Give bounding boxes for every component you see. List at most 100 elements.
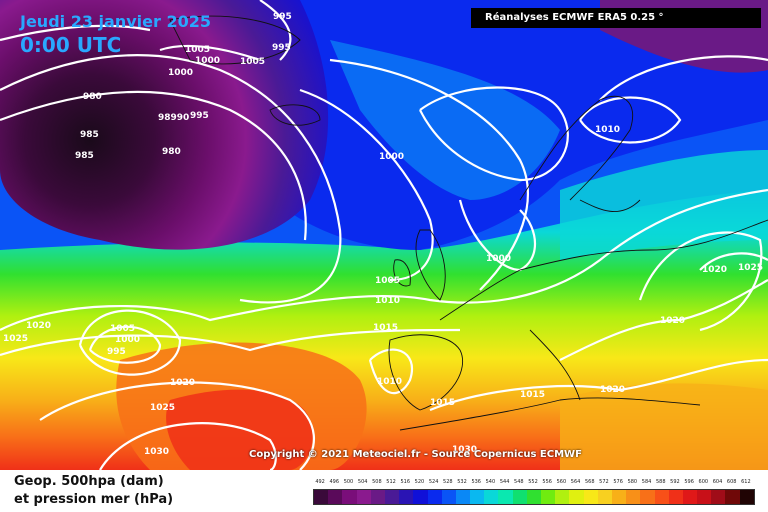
scale-swatch bbox=[541, 490, 556, 504]
subtropical-core bbox=[166, 389, 313, 470]
isobar-label: 1005 bbox=[240, 57, 265, 67]
coastline-iberia bbox=[388, 334, 464, 411]
isobar-line bbox=[0, 54, 342, 304]
isobar-label: 1020 bbox=[170, 378, 195, 388]
isobar-line bbox=[99, 422, 277, 470]
isobar-label: 995 bbox=[190, 111, 209, 121]
caption-pressure: et pression mer (hPa) bbox=[14, 492, 174, 507]
scale-swatch bbox=[626, 490, 641, 504]
isobar-label: 1020 bbox=[600, 385, 625, 395]
isobar-label: 985 bbox=[75, 151, 94, 161]
isobar-line bbox=[39, 381, 315, 470]
scale-label: 548 bbox=[514, 479, 524, 485]
scale-label: 588 bbox=[655, 479, 666, 485]
color-scale-labels: 492 496 500 504 508 512 516 520 524 528 532 536 540 5… bbox=[313, 479, 753, 488]
coastline-scandinavia bbox=[519, 95, 634, 201]
scale-label: 580 bbox=[627, 479, 638, 485]
isobar-label: 1000 bbox=[195, 56, 220, 66]
scale-label: 568 bbox=[584, 479, 595, 485]
scale-label: 544 bbox=[499, 479, 510, 485]
source-banner: Réanalyses ECMWF ERA5 0.25 ° bbox=[471, 8, 761, 28]
isobar-line bbox=[638, 231, 763, 332]
isobar-line bbox=[429, 358, 768, 412]
legend-footer: Geop. 500hpa (dam) et pression mer (hPa)… bbox=[0, 470, 768, 512]
scale-label: 604 bbox=[712, 479, 723, 485]
scale-swatch bbox=[611, 490, 627, 504]
scale-swatch bbox=[356, 490, 371, 504]
scale-label: 608 bbox=[726, 479, 737, 485]
scale-label: 496 bbox=[329, 479, 340, 485]
isobar-label: 1030 bbox=[452, 445, 477, 455]
isobar-line bbox=[329, 58, 529, 291]
scale-label: 524 bbox=[428, 479, 439, 485]
isobar-label: 1005 bbox=[185, 45, 210, 55]
scale-swatch bbox=[399, 490, 414, 504]
isobar-label: 995 bbox=[272, 43, 291, 53]
isobar-label: 1015 bbox=[430, 398, 455, 408]
isobar-label: 1025 bbox=[738, 263, 763, 273]
scale-label: 576 bbox=[613, 479, 623, 485]
isobar-label: 1030 bbox=[144, 447, 169, 457]
isobar-line bbox=[0, 24, 151, 42]
scale-swatch bbox=[697, 490, 712, 504]
scale-swatch bbox=[583, 490, 598, 504]
isobar-line bbox=[259, 0, 292, 61]
isobar-label: 98990 bbox=[158, 113, 189, 123]
coastlines bbox=[169, 15, 768, 431]
isobars bbox=[0, 0, 768, 470]
isobar-line bbox=[559, 279, 768, 361]
scale-swatch bbox=[597, 490, 612, 504]
coastline-baltic bbox=[579, 199, 641, 212]
scale-swatch bbox=[413, 490, 428, 504]
scale-swatch bbox=[668, 490, 683, 504]
isobar-label: 1000 bbox=[168, 68, 193, 78]
isobar-label: 980 bbox=[83, 92, 102, 102]
scale-label: 504 bbox=[357, 479, 368, 485]
scale-label: 540 bbox=[485, 479, 496, 485]
isobar-label: 1020 bbox=[702, 265, 727, 275]
scale-label: 508 bbox=[372, 479, 382, 485]
scale-label: 592 bbox=[670, 479, 680, 485]
isobar-line bbox=[419, 86, 569, 182]
scale-swatch bbox=[526, 490, 541, 504]
scale-label: 536 bbox=[471, 479, 481, 485]
scale-label: 552 bbox=[528, 479, 538, 485]
scale-swatch bbox=[682, 490, 698, 504]
scale-label: 500 bbox=[343, 479, 354, 485]
scale-swatch bbox=[498, 490, 513, 504]
scale-swatch bbox=[455, 490, 471, 504]
isobar-label: 985 bbox=[80, 130, 99, 140]
coastline-ireland bbox=[393, 259, 411, 287]
isobar-label: 995 bbox=[107, 347, 126, 357]
scale-label: 492 bbox=[315, 479, 325, 485]
scale-label: 612 bbox=[741, 479, 751, 485]
isobar-label: 1000 bbox=[115, 335, 140, 345]
north-trough bbox=[330, 40, 560, 200]
map-date: Jeudi 23 janvier 2025 bbox=[20, 12, 211, 31]
isobar-label: 1005 bbox=[110, 324, 135, 334]
isobar-label: 1010 bbox=[375, 296, 400, 306]
geopotential-map: 995 1005 995 1000 1005 1000 980 985 985 … bbox=[0, 0, 768, 470]
scale-swatch bbox=[427, 490, 442, 504]
coastline-iceland bbox=[269, 104, 321, 126]
coastline-europe bbox=[439, 219, 768, 321]
scale-label: 596 bbox=[684, 479, 694, 485]
scale-label: 600 bbox=[698, 479, 709, 485]
scale-swatch bbox=[314, 490, 329, 504]
isobar-label: 1000 bbox=[486, 254, 511, 264]
coastline-british-isles bbox=[415, 229, 446, 301]
scale-swatch bbox=[342, 490, 357, 504]
isobar-line bbox=[78, 309, 182, 376]
isobar-line bbox=[159, 44, 261, 62]
scale-label: 516 bbox=[400, 479, 411, 485]
scale-label: 572 bbox=[599, 479, 609, 485]
isobar-label: 1000 bbox=[379, 152, 404, 162]
isobar-line bbox=[0, 90, 307, 241]
saharan-ridge bbox=[560, 383, 768, 470]
coastline-italy bbox=[529, 329, 581, 401]
scale-swatch bbox=[739, 490, 754, 504]
scale-swatch bbox=[328, 490, 343, 504]
scale-swatch bbox=[640, 490, 655, 504]
isobar-label: 1010 bbox=[595, 125, 620, 135]
